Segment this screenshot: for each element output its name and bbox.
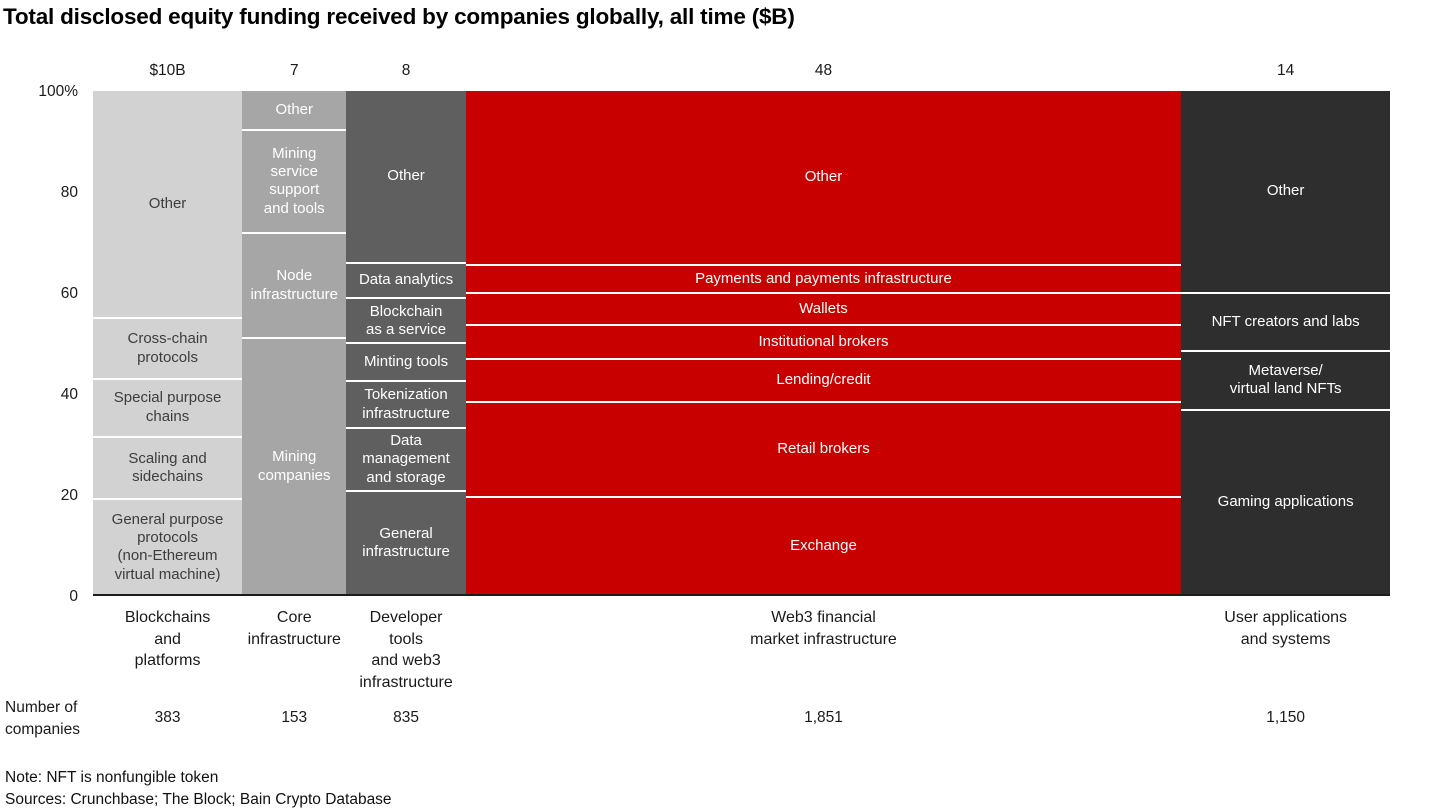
segment-general-infrastructure: General infrastructure [346,489,466,594]
category-label-user-applications-and-systems: User applications and systems [1224,609,1347,648]
category-label-core-infrastructure: Core infrastructure [247,609,341,648]
y-axis-tick-0: 0 [69,588,78,605]
segment-label: Mining companies [257,448,331,484]
segment-label: Cross-chain protocols [127,330,208,366]
segment-label: Gaming applications [1217,493,1354,511]
segment-label: Data analytics [358,271,454,289]
segment-label: Exchange [790,536,857,554]
column-value-label: 14 [1277,62,1295,79]
segment-other: Other [466,91,1182,264]
segment-lending-credit: Lending/credit [465,357,1182,402]
segment-tokenization-infrastructure: Tokenization infrastructure [346,380,466,427]
segment-mining-service-support-and-tools: Mining service support and tools [242,128,347,232]
segment-label: Wallets [799,299,848,317]
segment-label: Metaverse/virtual land NFTs [1229,362,1342,398]
segment-label: Blockchain as a service [366,302,447,338]
segment-label: Lending/credit [776,371,871,389]
segment-scaling-and-sidechains: Scaling and sidechains [93,435,243,499]
y-axis-tick-100: 100% [38,83,78,100]
segment-institutional-brokers: Institutional brokers [465,323,1182,358]
y-axis-tick-80: 80 [60,184,78,201]
segment-label: General infrastructure [362,524,450,560]
row-label-line1: Number of [5,699,78,716]
segment-node-infrastructure: Node infrastructure [242,231,347,338]
segment-exchange: Exchange [465,495,1182,594]
company-count: 383 [154,709,181,726]
segment-general-purpose-protocols-non-ethereum-virtual-machine: General purpose protocols (non-Ethereum vir… [93,498,243,594]
column-value-labels-row: $10B 7 8 48 14 [93,62,1390,86]
sources-line: Sources: Crunchbase; The Block; Bain Cry… [5,790,392,808]
segment-data-analytics: Data analytics [346,262,466,297]
segment-data-management-and-storage: Data management and storage [346,426,466,490]
segment-mining-companies: Mining companies [242,337,347,594]
segment-gaming-applications: Gaming applications [1181,408,1390,594]
segment-label: Tokenization infrastructure [362,386,450,422]
segment-label: Other [275,100,313,118]
column-value-label: $10B [149,62,186,79]
column-value-label: 8 [401,62,411,79]
marimekko-plot: Other Cross-chain protocols Special purpose… [93,91,1390,596]
segment-other: Other [346,91,465,262]
category-label-developer-tools-and-web3-infrastructure: Developer tools and web3 infrastructure [359,609,453,691]
segment-label: Other [387,167,425,185]
row-label-line2: companies [5,720,80,738]
segment-label: Other [804,168,843,186]
segment-blockchain-as-a-service: Blockchain as a service [346,297,466,342]
segment-nft-creators-and-labs: NFT creators and labs [1181,292,1390,350]
segment-label: Minting tools [363,353,449,371]
page-title: Total disclosed equity funding received … [3,4,795,29]
company-count: 835 [393,709,419,726]
y-axis-tick-40: 40 [60,386,78,403]
segment-label: NFT creators and labs [1211,312,1360,330]
column-value-label: 48 [814,62,833,79]
y-axis-tick-20: 20 [60,487,78,504]
segment-payments-and-payments-infrastructure: Payments and payments infrastructure [465,263,1182,293]
column-web3-financial-market-infrastructure: Other Payments and payments infrastructur… [465,91,1182,594]
segment-other: Other [242,91,346,129]
y-axis-tick-60: 60 [60,285,78,302]
segment-minting-tools: Minting tools [346,342,466,380]
column-developer-tools-and-web3-infrastructure: Other Data analytics Blockchain as a servic… [346,91,466,594]
company-count: 1,150 [1266,709,1306,726]
column-core-infrastructure: Other Mining service support and tools Node in… [242,91,347,594]
category-label-blockchains-and-platforms: Blockchains and platforms [124,609,211,669]
column-blockchains-and-platforms: Other Cross-chain protocols Special purpose… [93,91,243,594]
column-value-label: 7 [289,62,299,79]
note-line: Note: NFT is nonfungible token [5,769,219,786]
segment-label: Payments and payments infrastructure [695,269,952,287]
segment-other: Other [1181,91,1390,292]
segment-label: Special purpose chains [113,389,222,425]
segment-cross-chain-protocols: Cross-chain protocols [93,317,243,377]
column-user-applications-and-systems: Other NFT creators and labs Metaverse/virt… [1181,91,1390,594]
segment-other: Other [93,91,242,317]
segment-wallets: Wallets [465,292,1182,324]
company-count: 153 [281,709,308,726]
segment-label: Other [148,195,187,213]
row-label: Number of companies [5,697,80,740]
segment-label: Mining service support and tools [263,144,325,217]
footnotes: Note: NFT is nonfungible token Sources: … [5,767,392,810]
segment-label: Scaling and sidechains [128,449,207,485]
segment-label: Other [1266,182,1305,200]
segment-label: Retail brokers [777,440,870,458]
segment-label: Node infrastructure [250,267,339,303]
segment-label: General purpose protocols (non-Ethereum vir… [111,510,224,583]
segment-label: Institutional brokers [758,332,889,350]
category-label-web3-financial-market-infrastructure: Web3 financial market infrastructure [750,609,897,648]
segment-retail-brokers: Retail brokers [465,401,1182,496]
segment-metaverse-virtual-land-nfts: Metaverse/virtual land NFTs [1181,350,1390,409]
segment-special-purpose-chains: Special purpose chains [93,377,243,436]
segment-label: Data management and storage [362,431,450,486]
company-count: 1,851 [804,709,843,726]
